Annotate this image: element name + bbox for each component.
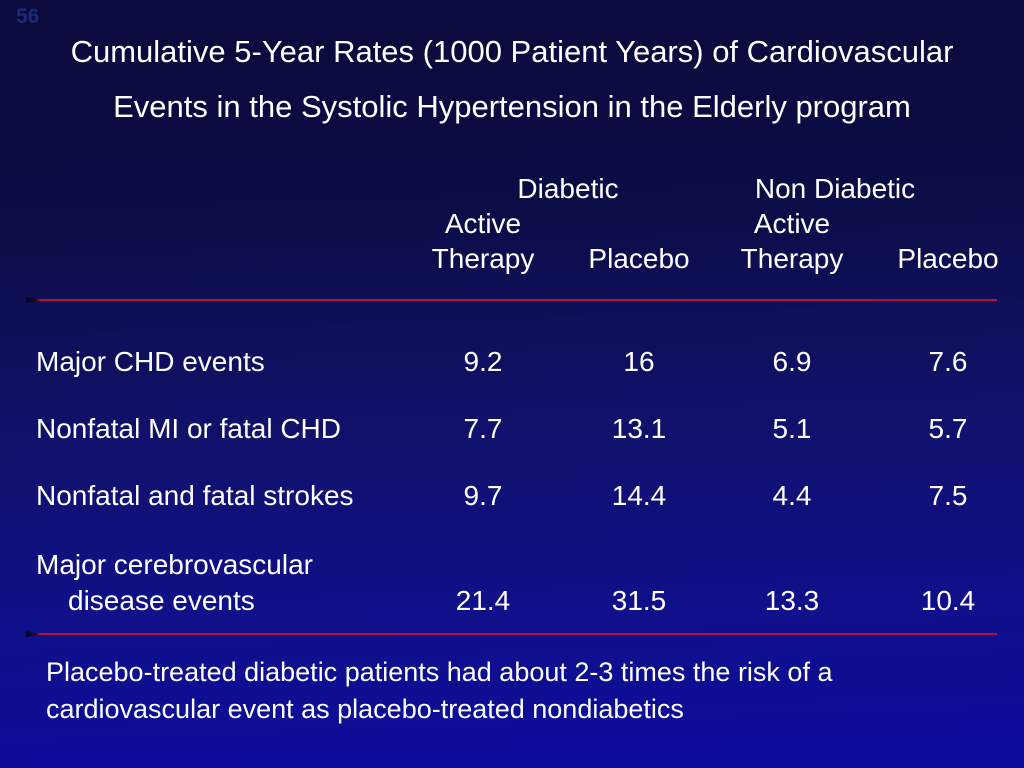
column-header-therapy-non-diabetic: Therapy [740,243,844,274]
column-header-placebo-diabetic: Placebo [588,243,690,274]
table-active-header-row: Active Active [0,206,1024,242]
row-value: 7.7 [463,413,503,444]
table-row: Nonfatal and fatal strokes 9.7 14.4 4.4 … [0,478,1024,514]
spacer-cell [0,171,400,207]
row-value: 13.3 [764,585,820,616]
footnote: Placebo-treated diabetic patients had ab… [46,654,832,728]
row-label-line1: Major cerebrovascular [36,549,313,580]
spacer-cell [566,206,712,242]
row-label: Nonfatal and fatal strokes [36,480,354,511]
divider-line-top [26,297,997,303]
row-value: 7.6 [928,346,968,377]
row-value: 10.4 [920,585,976,616]
row-label: Nonfatal MI or fatal CHD [36,413,341,444]
row-value: 14.4 [611,480,667,511]
row-label: Major cerebrovascular disease events [0,547,400,619]
row-value: 31.5 [611,585,667,616]
slide-title: Cumulative 5-Year Rates (1000 Patient Ye… [0,24,1024,134]
table-group-header-row: Diabetic Non Diabetic [0,171,1024,207]
row-label-line2: disease events [68,585,255,616]
column-header-therapy-diabetic: Therapy [431,243,535,274]
row-value: 4.4 [772,480,812,511]
row-value: 9.7 [463,480,503,511]
spacer-cell [872,206,1024,242]
table-row: Major cerebrovascular disease events 21.… [0,547,1024,619]
slide-title-line1: Cumulative 5-Year Rates (1000 Patient Ye… [70,34,954,69]
row-value: 5.1 [772,413,812,444]
row-value: 16 [623,346,655,377]
active-label-diabetic: Active [444,208,522,239]
footnote-line1: Placebo-treated diabetic patients had ab… [46,657,833,687]
slide-number: 56 [16,5,40,28]
row-value: 6.9 [772,346,812,377]
table-row: Nonfatal MI or fatal CHD 7.7 13.1 5.1 5.… [0,411,1024,447]
spacer-cell [0,241,400,277]
row-value: 7.5 [928,480,968,511]
column-header-placebo-non-diabetic: Placebo [897,243,999,274]
slide-title-line2: Events in the Systolic Hypertension in t… [113,89,911,124]
spacer-cell [0,206,400,242]
table-row: Major CHD events 9.2 16 6.9 7.6 [0,344,1024,380]
footnote-line2: cardiovascular event as placebo-treated … [46,694,684,724]
group-header-diabetic: Diabetic [517,173,619,204]
row-value: 13.1 [611,413,667,444]
row-value: 9.2 [463,346,503,377]
table-column-header-row: Therapy Placebo Therapy Placebo [0,241,1024,277]
divider-line-bottom [26,631,997,637]
row-label: Major CHD events [36,346,265,377]
row-value: 5.7 [928,413,968,444]
row-value: 21.4 [455,585,511,616]
active-label-non-diabetic: Active [753,208,831,239]
group-header-non-diabetic: Non Diabetic [754,173,916,204]
